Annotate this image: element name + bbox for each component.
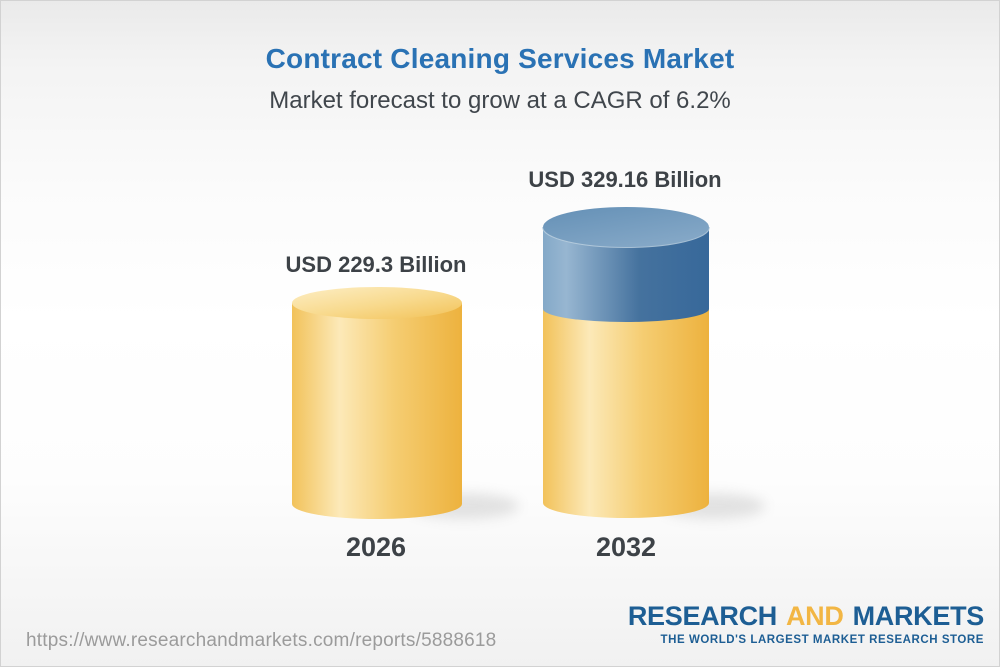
cylinder-top (543, 207, 709, 247)
value-label-2026: USD 229.3 Billion (285, 252, 467, 277)
brand-logo: RESEARCH AND MARKETS THE WORLD'S LARGEST… (628, 603, 984, 647)
cylinder-body (292, 303, 462, 519)
cylinder-top (292, 287, 462, 319)
cylinder-base-segment (543, 309, 709, 518)
x-axis-label-2026: 2026 (345, 532, 407, 562)
source-url: https://www.researchandmarkets.com/repor… (26, 630, 497, 651)
logo-tagline: THE WORLD'S LARGEST MARKET RESEARCH STOR… (660, 634, 984, 646)
brand-logo-wordmark: RESEARCH AND MARKETS (628, 603, 984, 630)
cylinder-bar-2026 (292, 287, 519, 519)
page-subtitle: Market forecast to grow at a CAGR of 6.2… (269, 87, 731, 114)
x-axis-label-2032: 2032 (595, 532, 657, 562)
page-title: Contract Cleaning Services Market (265, 43, 735, 74)
logo-word-markets: MARKETS (852, 601, 985, 631)
value-label-2032: USD 329.16 Billion (528, 167, 722, 192)
logo-word-research: RESEARCH (627, 601, 777, 631)
logo-word-and: AND (785, 601, 844, 631)
cylinder-bar-2032 (542, 207, 765, 519)
cylinder-growth-segment (543, 227, 709, 322)
